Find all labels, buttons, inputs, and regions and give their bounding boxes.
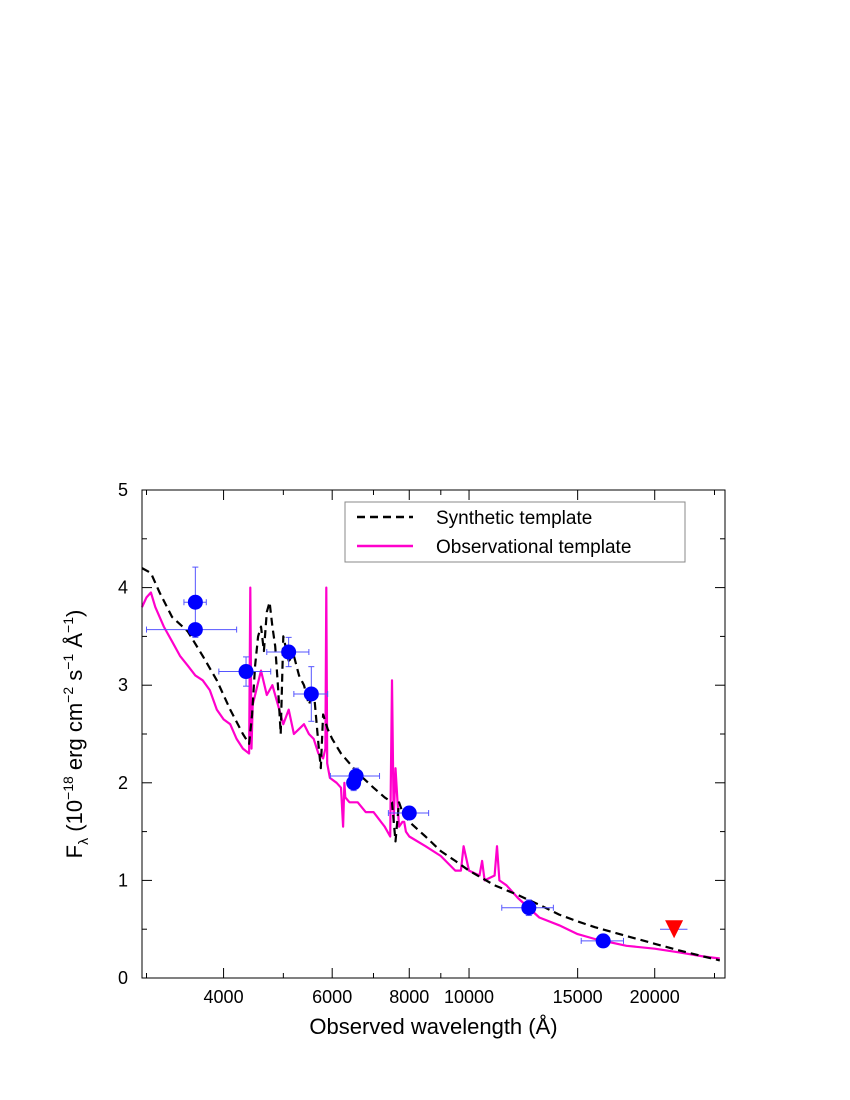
axis-ticks: 0 1 2 3 4 5 4000 6000 8000 10000 15000 20000 xyxy=(118,480,725,1007)
photometry-point xyxy=(238,664,254,680)
observational-template-line xyxy=(141,586,720,960)
photometry-point xyxy=(346,775,362,791)
x-tick-label: 4000 xyxy=(204,987,244,1007)
y-tick-label: 3 xyxy=(118,675,128,695)
photometry-point xyxy=(187,594,203,610)
x-axis-title: Observed wavelength (Å) xyxy=(309,1014,557,1039)
legend: Synthetic template Observational templat… xyxy=(344,501,686,563)
photometry-point xyxy=(595,933,611,949)
x-tick-label: 15000 xyxy=(553,987,603,1007)
legend-observational-label: Observational template xyxy=(436,537,631,558)
x-tick-label: 8000 xyxy=(389,987,429,1007)
y-tick-label: 2 xyxy=(118,773,128,793)
photometry-point xyxy=(281,644,297,660)
y-tick-label: 4 xyxy=(118,578,128,598)
synthetic-template-line xyxy=(141,567,721,962)
photometry-point xyxy=(303,686,319,702)
photometry-point xyxy=(401,805,417,821)
x-tick-label: 10000 xyxy=(444,987,494,1007)
y-axis-title: Fλ (10−18 erg cm−2 s−1 Å−1) xyxy=(60,610,91,859)
x-tick-label: 6000 xyxy=(312,987,352,1007)
y-tick-label: 0 xyxy=(118,968,128,988)
plot-content xyxy=(141,566,721,962)
photometry-point xyxy=(187,622,203,638)
y-tick-label: 5 xyxy=(118,480,128,500)
y-tick-label: 1 xyxy=(118,870,128,890)
legend-synthetic-label: Synthetic template xyxy=(436,508,592,529)
photometry-point xyxy=(521,900,537,916)
upper-limit-marker xyxy=(665,920,684,939)
x-tick-label: 20000 xyxy=(630,987,680,1007)
legend-box xyxy=(344,501,686,563)
